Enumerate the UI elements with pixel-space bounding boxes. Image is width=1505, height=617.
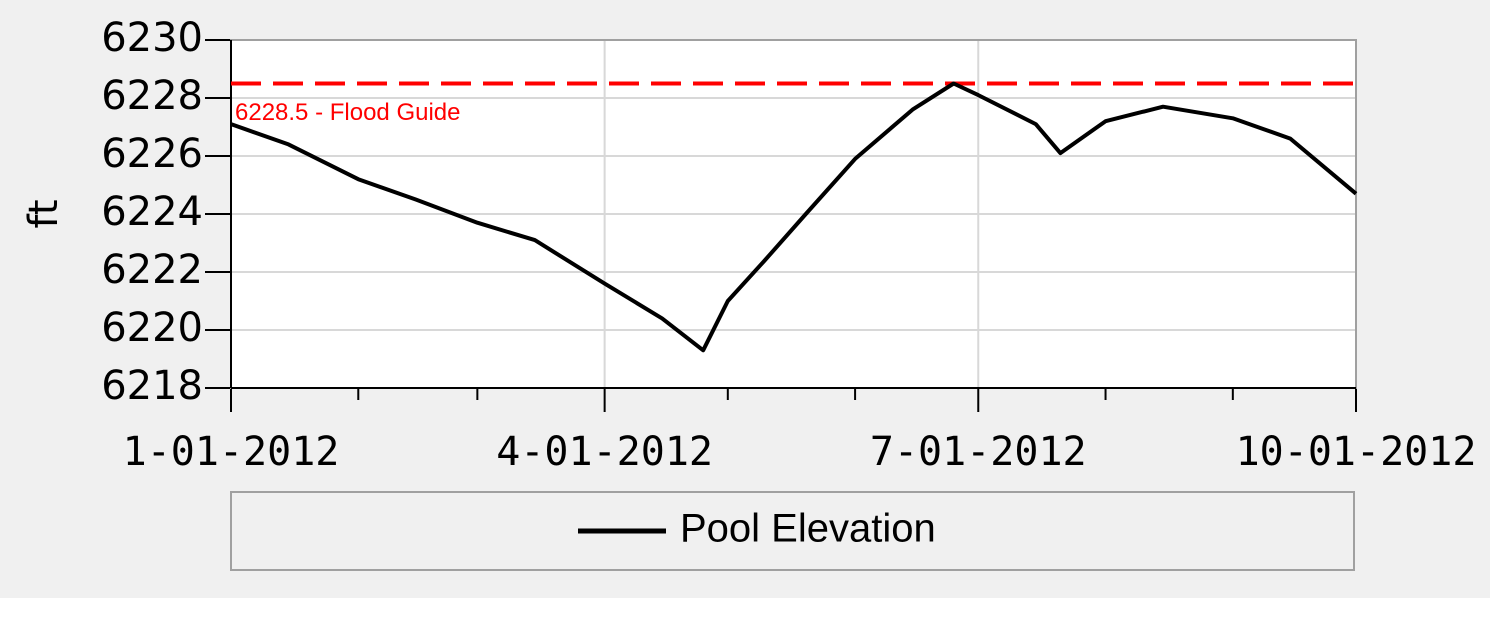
series-line [230, 81, 1358, 353]
y-tick-label: 6226 [101, 131, 203, 177]
y-tick-label: 6218 [101, 363, 203, 409]
reference-label: 6228.5 - Flood Guide [235, 99, 460, 126]
y-tick-label: 6228 [101, 73, 203, 119]
y-tick-label: 6222 [101, 247, 203, 293]
legend-label: Pool Elevation [680, 507, 936, 551]
y-tick-label: 6224 [101, 189, 203, 235]
x-tick-label: 4-01-2012 [496, 429, 713, 475]
legend [230, 491, 1355, 571]
x-tick-label: 1-01-2012 [123, 429, 340, 475]
y-axis-label: ft [21, 199, 67, 228]
y-tick-label: 6230 [101, 15, 203, 61]
x-tick-label: 10-01-2012 [1236, 429, 1477, 475]
y-tick-label: 6220 [101, 305, 203, 351]
x-tick-label: 7-01-2012 [870, 429, 1087, 475]
